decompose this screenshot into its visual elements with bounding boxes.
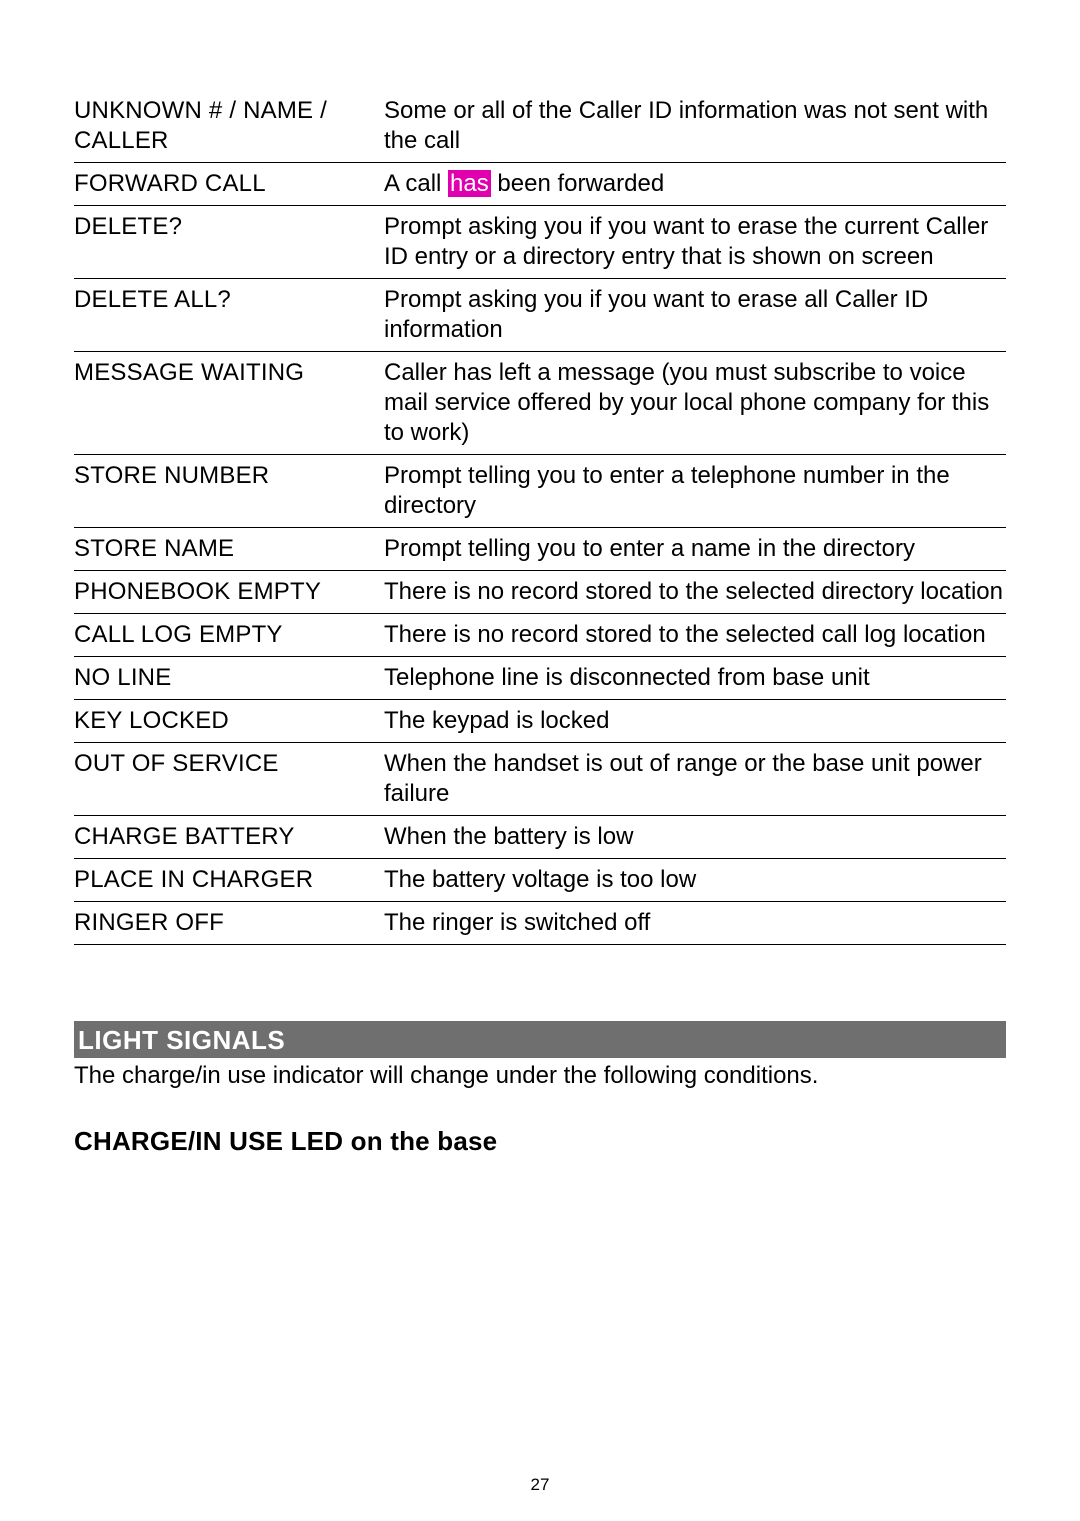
table-row: DELETE? Prompt asking you if you want to…	[74, 206, 1006, 279]
section-heading-light-signals: LIGHT SIGNALS	[74, 1021, 1006, 1058]
table-row: OUT OF SERVICE When the handset is out o…	[74, 743, 1006, 816]
desc-cell: There is no record stored to the selecte…	[384, 571, 1006, 614]
desc-cell: Telephone line is disconnected from base…	[384, 657, 1006, 700]
highlighted-text: has	[448, 170, 491, 197]
manual-page: UNKNOWN # / NAME / CALLER Some or all of…	[0, 0, 1080, 1521]
term-cell: PHONEBOOK EMPTY	[74, 571, 384, 614]
desc-cell: Prompt asking you if you want to erase a…	[384, 279, 1006, 352]
desc-cell: Some or all of the Caller ID information…	[384, 90, 1006, 163]
table-row: FORWARD CALL A call has been forwarded	[74, 163, 1006, 206]
desc-cell: Caller has left a message (you must subs…	[384, 352, 1006, 455]
table-row: RINGER OFF The ringer is switched off	[74, 902, 1006, 945]
term-cell: OUT OF SERVICE	[74, 743, 384, 816]
desc-cell: When the handset is out of range or the …	[384, 743, 1006, 816]
term-cell: CHARGE BATTERY	[74, 816, 384, 859]
table-row: PHONEBOOK EMPTY There is no record store…	[74, 571, 1006, 614]
desc-post: been forwarded	[491, 170, 664, 197]
table-row: CALL LOG EMPTY There is no record stored…	[74, 614, 1006, 657]
term-cell: FORWARD CALL	[74, 163, 384, 206]
table-row: NO LINE Telephone line is disconnected f…	[74, 657, 1006, 700]
table-row: STORE NUMBER Prompt telling you to enter…	[74, 455, 1006, 528]
table-row: STORE NAME Prompt telling you to enter a…	[74, 528, 1006, 571]
term-cell: STORE NAME	[74, 528, 384, 571]
desc-cell: Prompt asking you if you want to erase t…	[384, 206, 1006, 279]
subheading-charge-led: CHARGE/IN USE LED on the base	[74, 1126, 1006, 1157]
desc-pre: A call	[384, 170, 448, 197]
term-cell: CALL LOG EMPTY	[74, 614, 384, 657]
term-cell: NO LINE	[74, 657, 384, 700]
desc-cell: A call has been forwarded	[384, 163, 1006, 206]
term-cell: STORE NUMBER	[74, 455, 384, 528]
section-intro-text: The charge/in use indicator will change …	[74, 1058, 1006, 1090]
term-cell: DELETE?	[74, 206, 384, 279]
term-cell: DELETE ALL?	[74, 279, 384, 352]
term-cell: MESSAGE WAITING	[74, 352, 384, 455]
table-row: PLACE IN CHARGER The battery voltage is …	[74, 859, 1006, 902]
term-cell: RINGER OFF	[74, 902, 384, 945]
desc-cell: Prompt telling you to enter a name in th…	[384, 528, 1006, 571]
table-row: KEY LOCKED The keypad is locked	[74, 700, 1006, 743]
display-messages-table: UNKNOWN # / NAME / CALLER Some or all of…	[74, 90, 1006, 945]
page-number: 27	[0, 1475, 1080, 1495]
desc-cell: The ringer is switched off	[384, 902, 1006, 945]
desc-cell: The keypad is locked	[384, 700, 1006, 743]
table-row: CHARGE BATTERY When the battery is low	[74, 816, 1006, 859]
term-cell: KEY LOCKED	[74, 700, 384, 743]
desc-cell: There is no record stored to the selecte…	[384, 614, 1006, 657]
desc-cell: Prompt telling you to enter a telephone …	[384, 455, 1006, 528]
table-row: UNKNOWN # / NAME / CALLER Some or all of…	[74, 90, 1006, 163]
table-row: DELETE ALL? Prompt asking you if you wan…	[74, 279, 1006, 352]
term-cell: UNKNOWN # / NAME / CALLER	[74, 90, 384, 163]
term-cell: PLACE IN CHARGER	[74, 859, 384, 902]
desc-cell: The battery voltage is too low	[384, 859, 1006, 902]
table-row: MESSAGE WAITING Caller has left a messag…	[74, 352, 1006, 455]
desc-cell: When the battery is low	[384, 816, 1006, 859]
